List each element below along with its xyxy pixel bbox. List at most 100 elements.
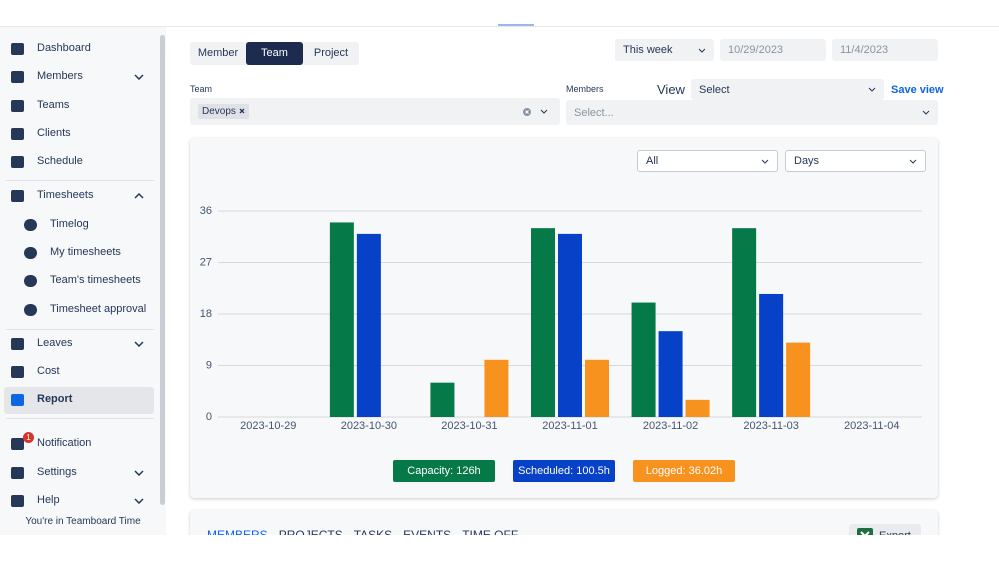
scrollbar: [160, 35, 165, 505]
granularity-select[interactable]: Days: [785, 150, 926, 172]
tab[interactable]: Project: [313, 47, 349, 59]
bar: [685, 399, 710, 417]
team-select[interactable]: Devops: [190, 98, 560, 125]
nav-item[interactable]: Dashboard: [37, 42, 91, 54]
chevron: [868, 87, 876, 92]
team-chip[interactable]: Devops: [198, 104, 249, 119]
y-tick-label: 9: [206, 359, 212, 371]
nav-item[interactable]: Team's timesheets: [50, 274, 141, 286]
nav-item[interactable]: Notification: [37, 437, 92, 449]
tab-active[interactable]: Team: [246, 42, 303, 65]
nav-item[interactable]: Cost: [37, 365, 60, 377]
bar: [786, 342, 811, 417]
top-border: [0, 26, 999, 27]
scope-value: All: [646, 155, 659, 167]
legend-swatch[interactable]: [393, 460, 495, 482]
divider: [6, 418, 154, 419]
legend-label: Scheduled: 100.5h: [518, 465, 610, 477]
x-tick-label: 2023-10-30: [341, 420, 397, 432]
chevron: [134, 341, 144, 347]
sidebar: Dashboard Members Teams Clients Schedule Time…: [0, 27, 166, 535]
period-value: This week: [623, 44, 673, 56]
x-tick-label: 2023-10-29: [240, 420, 296, 432]
chevron: [698, 48, 706, 53]
sidebar-footer: You're in Teamboard Time: [25, 516, 141, 527]
y-tick-label: 18: [200, 308, 212, 320]
nav-icon: [11, 338, 24, 350]
save-view[interactable]: Save view: [891, 84, 944, 96]
y-tick-label: 0: [206, 411, 212, 423]
members-placeholder: Select...: [574, 106, 614, 119]
bar: [585, 359, 609, 417]
chip-remove[interactable]: [239, 108, 245, 114]
bar: [531, 228, 555, 417]
bar: [658, 331, 683, 417]
granularity-value: Days: [794, 155, 820, 167]
view-select[interactable]: Select: [691, 79, 884, 100]
divider: [6, 329, 154, 330]
nav-item[interactable]: Schedule: [37, 155, 83, 167]
nav-item[interactable]: Leaves: [37, 337, 73, 349]
members-label: Members: [566, 84, 604, 94]
members-select[interactable]: Select...: [566, 100, 938, 125]
chevron: [909, 159, 917, 164]
nav-icon: [11, 156, 24, 168]
nav-icon: [11, 366, 24, 378]
nav-item[interactable]: Help: [37, 494, 60, 506]
bar: [430, 382, 455, 417]
nav-item[interactable]: Teams: [37, 99, 70, 111]
chevron: [761, 159, 769, 164]
chevron-path: [134, 74, 144, 80]
nav-item[interactable]: Clients: [37, 127, 71, 139]
nav-item[interactable]: My timesheets: [50, 246, 121, 258]
nav-item[interactable]: Settings: [37, 466, 77, 478]
y-tick-label: 36: [200, 205, 212, 217]
nav-icon: [11, 128, 24, 140]
scope-select[interactable]: All: [637, 150, 778, 172]
notification-badge: 1: [23, 432, 34, 443]
chevron: [134, 470, 144, 476]
chevron-path: [134, 193, 144, 199]
legend-label: Logged: 36.02h: [646, 465, 722, 477]
active-bg: [4, 387, 154, 414]
x-tick-label: 2023-11-02: [643, 420, 698, 432]
chart: 0 9 18 27 36 2023-10-29 2023-10-30 2023-10-31 20…: [200, 205, 922, 482]
y-tick-label: 27: [200, 256, 212, 268]
bar: [484, 359, 509, 417]
nav-icon: [11, 43, 24, 55]
nav-item[interactable]: Timesheet approval: [50, 303, 147, 315]
end-date[interactable]: 11/4/2023: [832, 39, 938, 61]
view-placeholder: Select: [699, 83, 730, 96]
bar: [732, 228, 757, 417]
legend-label: Capacity: 126h: [407, 465, 480, 477]
legend-swatch[interactable]: [513, 460, 615, 482]
nav-icon: [11, 100, 24, 112]
select-icons: [523, 107, 548, 116]
period-select[interactable]: This week: [615, 39, 714, 61]
nav-icon: [24, 219, 37, 231]
tab[interactable]: Member: [197, 47, 239, 59]
nav-item[interactable]: Timelog: [50, 218, 89, 230]
nav-icon: [24, 247, 37, 259]
chevron-path: [134, 470, 144, 476]
start-date[interactable]: 10/29/2023: [720, 39, 826, 61]
bar: [329, 222, 354, 417]
nav-icon: [24, 275, 37, 287]
bar: [356, 233, 381, 417]
chevron: [134, 193, 144, 199]
chevron: [134, 74, 144, 80]
nav-item[interactable]: Members: [37, 70, 83, 82]
chevron-path: [134, 498, 144, 504]
nav-icon: [11, 438, 24, 450]
nav-item[interactable]: Report: [37, 393, 73, 405]
chevron-path: [134, 341, 144, 347]
legend-swatch[interactable]: [633, 460, 735, 482]
page-bottom: [0, 535, 999, 562]
x-tick-label: 2023-11-04: [844, 420, 899, 432]
chip-text: Devops: [202, 106, 236, 117]
nav-icon: [11, 495, 24, 507]
team-label: Team: [190, 84, 213, 94]
nav-icon: [11, 71, 24, 83]
nav-item[interactable]: Timesheets: [37, 189, 94, 201]
